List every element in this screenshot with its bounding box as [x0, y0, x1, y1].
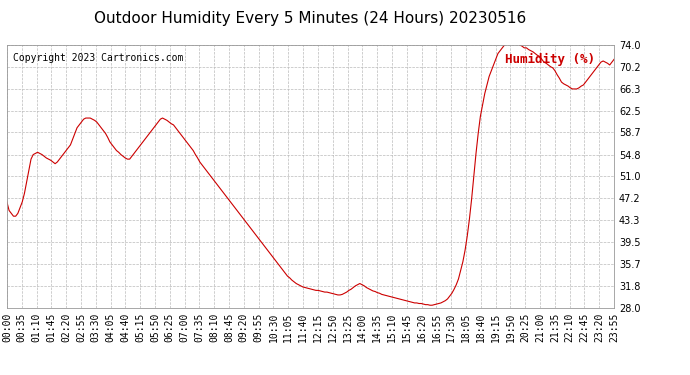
Text: Humidity (%): Humidity (%): [505, 53, 595, 66]
Text: Copyright 2023 Cartronics.com: Copyright 2023 Cartronics.com: [13, 53, 184, 63]
Text: Outdoor Humidity Every 5 Minutes (24 Hours) 20230516: Outdoor Humidity Every 5 Minutes (24 Hou…: [95, 11, 526, 26]
